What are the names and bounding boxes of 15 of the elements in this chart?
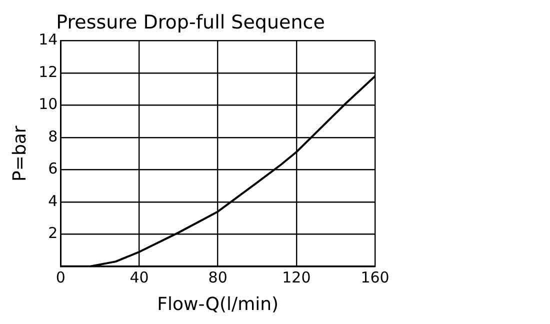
y-tick-label: 6 <box>48 160 58 178</box>
y-tick-label: 10 <box>38 95 58 114</box>
x-tick-label: 0 <box>56 268 66 286</box>
y-axis-title: P=bar <box>9 125 30 182</box>
y-tick-label: 8 <box>48 127 58 146</box>
y-tick-label: 2 <box>48 224 58 242</box>
y-tick-label: 12 <box>38 62 58 81</box>
x-tick-label: 40 <box>130 268 149 286</box>
x-tick-label: 160 <box>360 268 390 286</box>
x-axis-title: Flow-Q(l/min) <box>157 294 279 315</box>
chart-title: Pressure Drop-full Sequence <box>56 11 325 34</box>
x-tick-label: 80 <box>208 268 228 286</box>
y-tick-label: 14 <box>38 30 58 49</box>
y-tick-label: 4 <box>48 192 58 210</box>
x-tick-label: 120 <box>282 268 311 286</box>
